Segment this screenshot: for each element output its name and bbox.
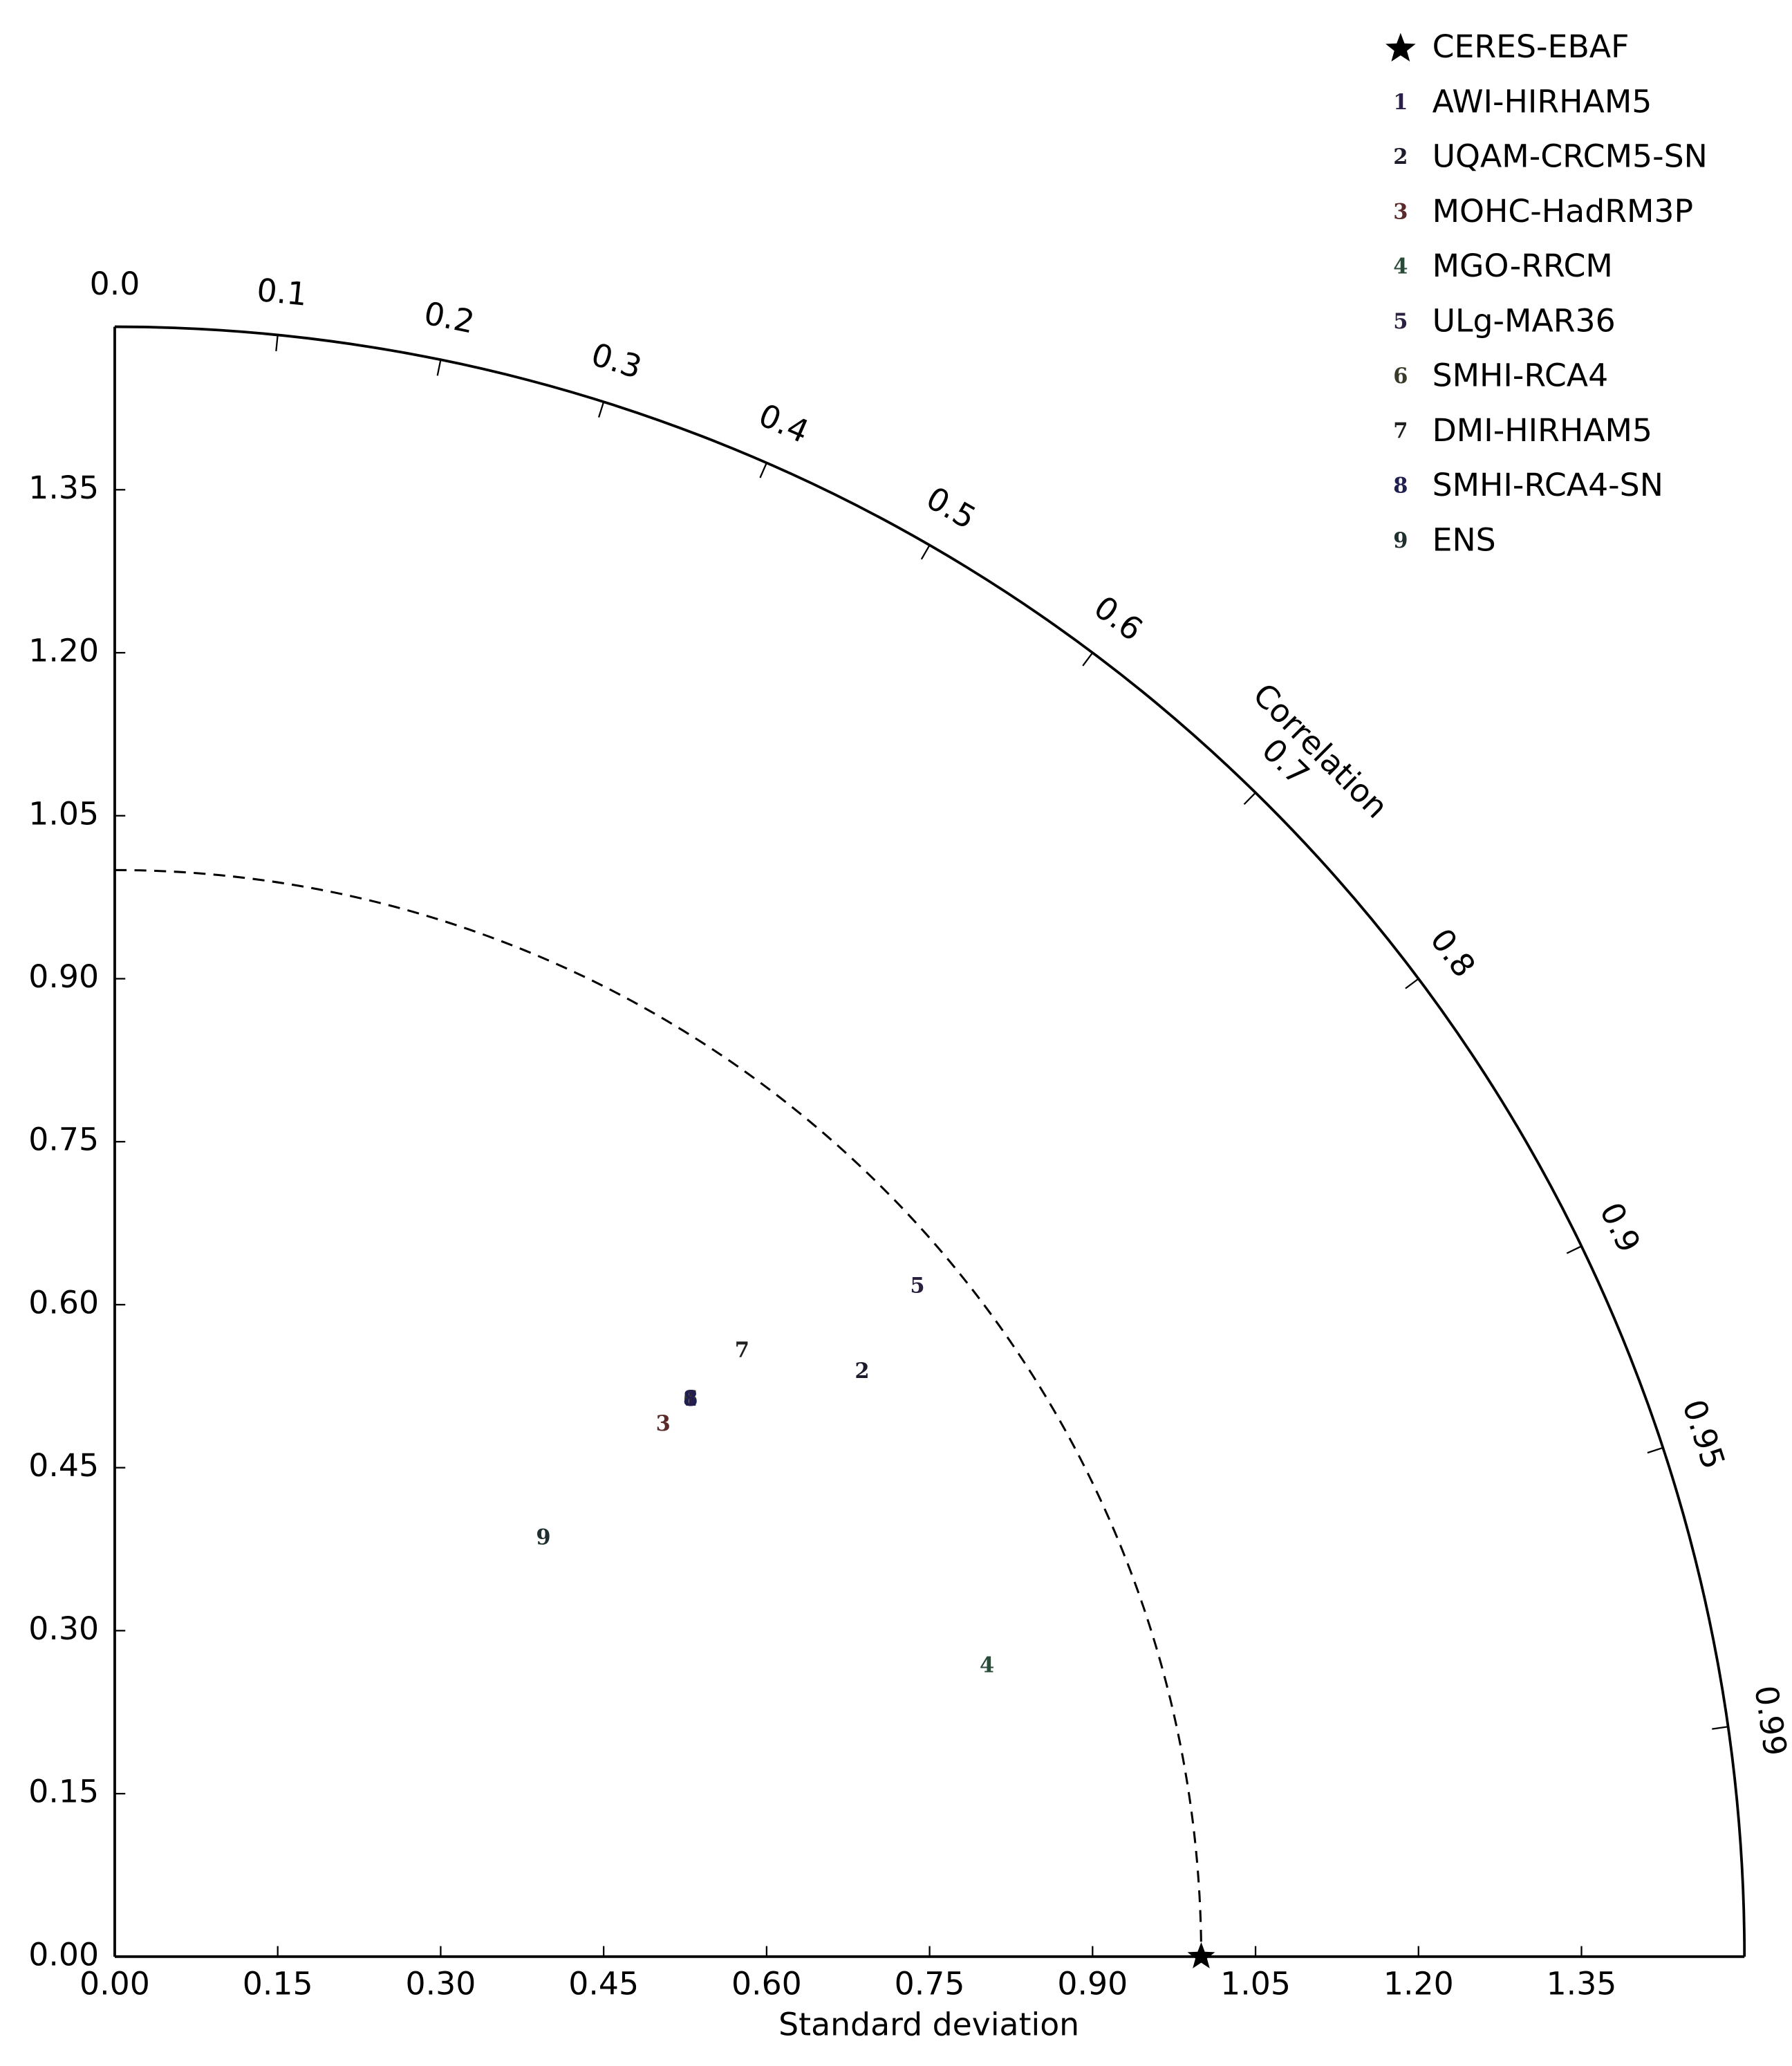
x-tick-label: 0.90 (1057, 1965, 1128, 2002)
corr-tick-label: 0.8 (1423, 922, 1482, 984)
legend-label: ENS (1432, 521, 1496, 558)
corr-tick-label: 0.5 (920, 480, 982, 537)
legend-label: MOHC-HadRM3P (1432, 193, 1694, 230)
outer-arc (114, 325, 1746, 1957)
legend-marker: 6 (1393, 364, 1408, 389)
corr-tick-label: 0.3 (587, 336, 646, 386)
model-point: 3 (656, 1411, 671, 1436)
x-tick-label: 0.30 (406, 1965, 476, 2002)
model-point: 7 (735, 1338, 749, 1363)
legend-marker: 4 (1393, 254, 1408, 279)
corr-tick (759, 462, 767, 478)
model-point: 6 (683, 1386, 698, 1411)
y-tick-label: 0.15 (28, 1774, 99, 1810)
legend-label: SMHI-RCA4 (1432, 357, 1609, 394)
legend-label: CERES-EBAF (1432, 28, 1630, 65)
corr-tick (920, 544, 931, 560)
corr-tick-label: 0.0 (90, 266, 140, 302)
model-point: 8 (683, 1386, 698, 1411)
y-tick-label: 0.60 (28, 1284, 99, 1321)
corr-tick (597, 401, 605, 418)
corr-tick-label: 0.99 (1748, 1683, 1792, 1758)
y-tick-label: 0.30 (28, 1610, 99, 1647)
model-point: 4 (980, 1653, 994, 1678)
model-point: 2 (855, 1359, 869, 1384)
y-tick-label: 0.90 (28, 958, 99, 995)
model-point: 9 (536, 1525, 550, 1550)
legend-marker: 1 (1393, 90, 1408, 115)
corr-tick-label: 0.95 (1675, 1395, 1732, 1473)
corr-tick (1243, 792, 1256, 806)
corr-tick (1647, 1446, 1663, 1454)
y-tick-label: 0.45 (28, 1447, 99, 1484)
corr-tick (1712, 1726, 1728, 1730)
x-tick-label: 0.75 (895, 1965, 965, 2002)
legend-marker: 2 (1393, 145, 1408, 169)
corr-tick-label: 0.2 (421, 295, 478, 340)
corr-tick (436, 359, 442, 376)
corr-tick-label: 0.1 (255, 272, 309, 313)
x-tick-label: 0.15 (243, 1965, 313, 2002)
reference-point (1187, 1942, 1215, 1969)
legend-marker: 3 (1393, 199, 1408, 224)
y-tick-label: 1.20 (28, 633, 99, 669)
x-tick-label: 0.60 (731, 1965, 802, 2002)
x-tick-label: 1.20 (1383, 1965, 1454, 2002)
corr-tick (1566, 1245, 1582, 1254)
x-axis-label: Standard deviation (778, 2006, 1079, 2042)
legend-marker: 7 (1393, 418, 1408, 443)
legend-label: SMHI-RCA4-SN (1432, 467, 1663, 503)
corr-tick-label: 0.4 (754, 397, 814, 451)
legend-label: ULg-MAR36 (1432, 302, 1616, 339)
x-tick-label: 1.35 (1547, 1965, 1617, 2002)
x-tick-label: 1.05 (1220, 1965, 1291, 2002)
legend-label: AWI-HIRHAM5 (1432, 83, 1652, 120)
y-tick-label: 0.75 (28, 1122, 99, 1158)
x-tick-label: 0.45 (568, 1965, 639, 2002)
y-tick-label: 1.35 (28, 469, 99, 506)
reference-arc (114, 868, 1202, 1957)
x-tick-label: 0.00 (80, 1965, 150, 2002)
corr-tick-label: 0.6 (1087, 588, 1149, 648)
legend-marker: 8 (1393, 474, 1408, 499)
legend-label: MGO-RRCM (1432, 248, 1613, 284)
y-tick-label: 1.05 (28, 795, 99, 832)
y-tick-label: 0.00 (28, 1936, 99, 1973)
corr-tick (275, 335, 279, 351)
corr-tick (1082, 652, 1094, 667)
legend-label: UQAM-CRCM5-SN (1432, 138, 1708, 175)
corr-tick (1405, 978, 1419, 989)
legend-marker: 5 (1393, 309, 1408, 334)
legend-marker (1385, 32, 1416, 62)
corr-tick-label: 0.9 (1593, 1197, 1648, 1258)
model-point: 5 (910, 1274, 924, 1299)
model-point: 1 (683, 1386, 698, 1411)
legend-marker: 9 (1393, 528, 1408, 553)
legend-label: DMI-HIRHAM5 (1432, 412, 1652, 449)
